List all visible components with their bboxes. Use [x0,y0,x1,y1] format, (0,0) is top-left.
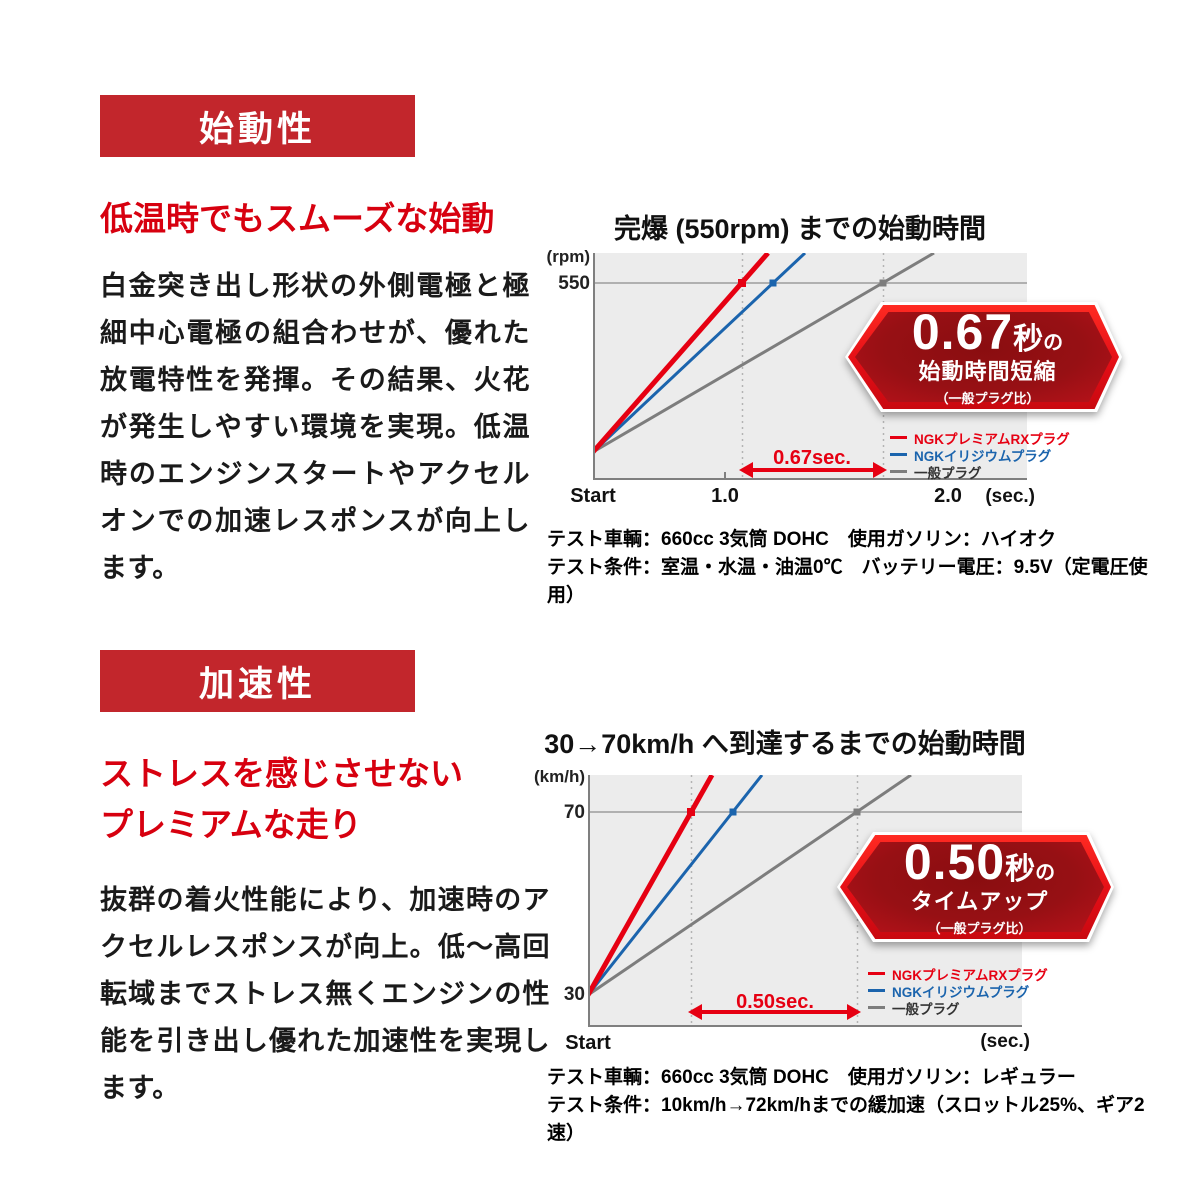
chart1-arrowhead-left [739,462,753,478]
chart1-difference-label: 0.67sec. [773,447,851,469]
chart2-legend: NGKプレミアムRXプラグ NGKイリジウムプラグ 一般プラグ [868,965,1048,1017]
badge-particle: の [1043,331,1064,354]
chart1-legend: NGKプレミアムRXプラグ NGKイリジウムプラグ 一般プラグ [890,429,1070,481]
legend-label-premium-rx: NGKプレミアムRXプラグ [914,431,1070,447]
legend-dash-gray-icon [890,470,907,473]
chart2-test-conditions: テスト車輌：660cc 3気筒 DOHC 使用ガソリン：レギュラー テスト条件：… [547,1064,1167,1148]
chart1-arrowhead-right [873,462,887,478]
chart1-line-standard-plug [593,253,935,454]
chart2-arrowhead-right [847,1004,861,1020]
chart1-y-tick-550: 550 [558,273,590,294]
legend-dash-red-icon [890,436,907,439]
acceleration-badge: 0.50 秒 の タイムアップ （一般プラグ比） [837,832,1114,942]
badge-text: 0.50 秒 の タイムアップ （一般プラグ比） [837,832,1114,942]
chart1-y-axis-unit: (rpm) [546,247,590,266]
startability-headline: 低温時でもスムーズな始動 [100,200,495,237]
section-tag-label: 始動性 [198,109,316,149]
startability-badge: 0.67 秒 の 始動時間短縮 （一般プラグ比） [845,302,1122,412]
section-tag-acceleration: 加速性 [100,650,415,712]
badge-note: （一般プラグ比） [935,391,1040,407]
legend-label-premium-rx: NGKプレミアムRXプラグ [892,967,1048,983]
acceleration-body: 抜群の着火性能により、加速時のアクセルレスポンスが向上。低～高回転域までストレス… [100,885,550,1103]
acceleration-headline: ストレスを感じさせない プレミアムな走り [100,748,463,850]
legend-label-iridium: NGKイリジウムプラグ [892,984,1030,1000]
badge-unit: 秒 [1013,322,1044,356]
startability-body: 白金突き出し形状の外側電極と極細中心電極の組合わせが、優れた放電特性を発揮。その… [100,271,530,583]
chart2-y-axis-unit: (km/h) [534,767,585,786]
chart2-arrowhead-left [688,1004,702,1020]
badge-label: 始動時間短縮 [918,358,1057,384]
chart2-title: 30→70km/h へ到達するまでの始動時間 [544,729,1026,759]
chart1-title: 完爆 (550rpm) までの始動時間 [613,214,987,244]
badge-value: 0.50 [903,833,1006,890]
chart1-x-axis-unit: (sec.) [985,486,1035,507]
badge-label: タイムアップ [910,888,1049,914]
chart2-y-tick-30: 30 [563,984,585,1005]
chart1-marker-gray [879,279,887,287]
chart2-difference-label: 0.50sec. [736,991,814,1013]
badge-value: 0.67 [911,303,1014,360]
acceleration-headline-line1: ストレスを感じさせない [100,755,463,792]
legend-dash-gray-icon [868,1006,885,1009]
test-vehicle-line: テスト車輌：660cc 3気筒 DOHC 使用ガソリン：レギュラー [547,1067,1076,1088]
test-vehicle-line: テスト車輌：660cc 3気筒 DOHC 使用ガソリン：ハイオク [547,529,1057,550]
legend-dash-blue-icon [868,989,885,992]
chart2-marker-blue [729,808,737,816]
badge-particle: の [1035,861,1056,884]
badge-text: 0.67 秒 の 始動時間短縮 （一般プラグ比） [845,302,1122,412]
chart1-marker-blue [769,279,777,287]
legend-item-premium-rx: NGKプレミアムRXプラグ [890,429,1070,447]
legend-item-standard: 一般プラグ [890,463,1070,481]
test-condition-line: テスト条件：10km/h→72km/hまでの緩加速（スロットル25%、ギア2速） [547,1095,1145,1144]
section-tag-startability: 始動性 [100,95,415,157]
chart1-marker-red [738,279,746,287]
chart2-x-label-start: Start [565,1032,611,1054]
legend-item-standard: 一般プラグ [868,999,1048,1017]
badge-unit: 秒 [1005,852,1036,886]
chart1-x-label-start: Start [570,485,616,507]
legend-dash-blue-icon [890,453,907,456]
chart2-marker-red [687,808,695,816]
legend-label-iridium: NGKイリジウムプラグ [914,448,1052,464]
chart1-x-label-2.0: 2.0 [934,485,962,507]
test-condition-line: テスト条件：室温・水温・油温0℃ バッテリー電圧：9.5V（定電圧使用） [547,557,1148,606]
legend-label-standard: 一般プラグ [892,1001,960,1017]
chart1-test-conditions: テスト車輌：660cc 3気筒 DOHC 使用ガソリン：ハイオク テスト条件：室… [547,526,1167,610]
chart2-y-tick-70: 70 [563,802,585,823]
chart1-x-label-1.0: 1.0 [711,485,739,507]
chart2-marker-gray [853,808,861,816]
legend-item-iridium: NGKイリジウムプラグ [890,446,1070,464]
badge-note: （一般プラグ比） [927,921,1032,937]
section-tag-label: 加速性 [198,664,316,704]
badge-fill [847,842,1104,932]
chart2-x-axis-unit: (sec.) [980,1031,1030,1052]
legend-item-iridium: NGKイリジウムプラグ [868,982,1048,1000]
badge-fill [855,312,1112,402]
legend-item-premium-rx: NGKプレミアムRXプラグ [868,965,1048,983]
legend-label-standard: 一般プラグ [914,465,982,481]
legend-dash-red-icon [868,972,885,975]
acceleration-headline-line2: プレミアムな走り [100,806,362,843]
